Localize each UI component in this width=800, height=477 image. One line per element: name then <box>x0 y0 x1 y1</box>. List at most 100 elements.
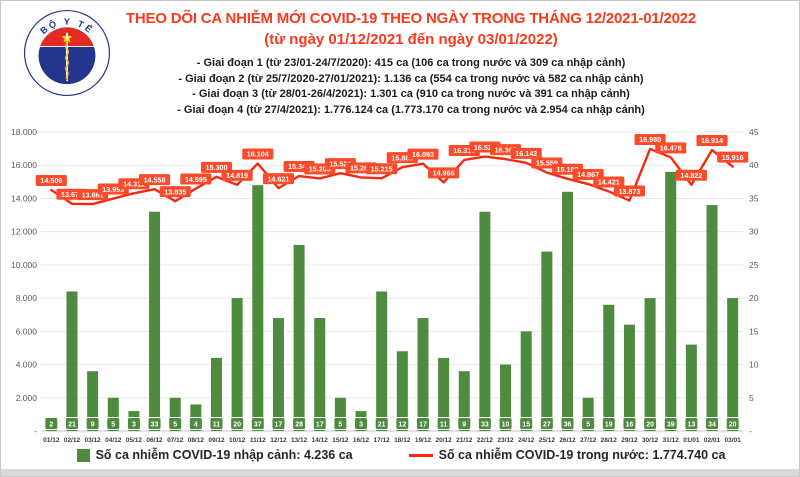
stage-3-summary: - Giai đoạn 3 (từ 28/01-26/4/2021): 1.30… <box>192 88 630 100</box>
y-axis-right-tick: 40 <box>749 160 759 170</box>
y-axis-left-tick: 6.000 <box>16 326 38 336</box>
x-axis-date-label: 18/12 <box>394 437 411 444</box>
ministry-of-health-logo: BỘ Y TẾ MINISTRY OF HEALTH <box>23 9 111 97</box>
bar-value-label: 28 <box>295 422 303 429</box>
bar-value-label-box <box>85 417 100 430</box>
x-axis-date-label: 03/01 <box>725 437 742 444</box>
imported-cases-bar <box>417 318 429 431</box>
footer-strip <box>1 469 799 476</box>
line-value-label: 14.506 <box>40 176 62 185</box>
bar-value-label-box <box>684 417 699 430</box>
line-value-label-box <box>221 169 253 181</box>
x-axis-date-label: 01/01 <box>683 437 700 444</box>
bar-value-label: 16 <box>626 422 634 429</box>
imported-cases-bar <box>623 324 635 431</box>
imported-cases-bar <box>149 211 161 431</box>
imported-cases-bar <box>231 298 243 431</box>
line-value-label: 14.595 <box>185 175 207 184</box>
stage-1-summary: - Giai đoạn 1 (từ 23/01-24/7/2020): 415 … <box>196 57 626 69</box>
stage-summary-list: - Giai đoạn 1 (từ 23/01-24/7/2020): 415 … <box>111 56 711 118</box>
line-value-label: 13.835 <box>164 187 186 196</box>
x-axis-date-label: 05/12 <box>126 437 143 444</box>
bar-value-label-box <box>643 417 658 430</box>
imported-cases-bar <box>107 397 119 431</box>
line-value-label: 16.142 <box>515 149 537 158</box>
line-value-label: 16.104 <box>247 150 269 159</box>
line-value-label-box <box>428 167 460 179</box>
bar-value-label: 10 <box>502 422 510 429</box>
x-axis-date-label: 11/12 <box>250 437 266 444</box>
bar-value-label-box <box>354 417 369 430</box>
line-value-label: 13.873 <box>618 187 640 196</box>
imported-cases-bar <box>169 397 181 431</box>
x-axis-date-label: 09/12 <box>208 437 225 444</box>
bar-value-label: 11 <box>213 422 221 429</box>
y-axis-right-tick: - <box>749 426 752 436</box>
line-value-label: 15.203 <box>309 165 331 174</box>
page-subtitle: (từ ngày 01/12/2021 đến ngày 03/01/2022) <box>264 31 558 48</box>
line-value-label-box <box>262 173 294 185</box>
bar-value-label: 2 <box>49 422 53 429</box>
imported-bar-swatch-icon <box>76 448 90 462</box>
y-axis-right-tick: 15 <box>749 326 759 336</box>
bar-value-label: 21 <box>68 422 76 429</box>
legend-imported-label: Số ca nhiễm COVID-19 nhập cảnh: 4.236 ca <box>95 448 353 462</box>
bar-value-label-box <box>705 417 720 430</box>
bar-value-label: 9 <box>91 422 95 429</box>
x-axis-date-label: 27/12 <box>580 437 597 444</box>
line-value-label: 15.300 <box>206 163 228 172</box>
header: THEO DÕI CA NHIỄM MỚI COVID-19 THEO NGÀY… <box>111 9 711 118</box>
bar-value-label-box <box>147 417 162 430</box>
bar-value-label-box <box>457 417 472 430</box>
bar-value-label-box <box>250 417 265 430</box>
line-value-label: 14.621 <box>267 174 289 183</box>
imported-cases-bar <box>272 318 284 431</box>
line-value-label: 14.558 <box>144 175 166 184</box>
line-value-label: 13.661 <box>82 190 104 199</box>
line-value-label-box <box>407 148 439 160</box>
imported-cases-bar <box>211 357 222 431</box>
imported-cases-bar <box>665 171 677 431</box>
bar-value-label-box <box>168 417 183 430</box>
bar-value-label: 3 <box>359 422 363 429</box>
bar-value-label-box <box>581 417 596 430</box>
y-axis-right-tick: 20 <box>749 293 759 303</box>
x-axis-date-label: 29/12 <box>621 437 638 444</box>
line-value-label-box <box>35 175 67 187</box>
imported-cases-bar <box>685 344 697 431</box>
bar-value-label: 5 <box>173 422 177 429</box>
line-value-label: 15.182 <box>557 165 579 174</box>
bar-value-label-box <box>498 417 513 430</box>
x-axis-date-label: 17/12 <box>374 437 391 444</box>
imported-cases-bar <box>87 371 99 431</box>
x-axis-date-label: 02/12 <box>64 437 81 444</box>
x-axis-date-label: 13/12 <box>291 437 308 444</box>
x-axis-date-label: 28/12 <box>601 437 618 444</box>
line-value-label: 15.215 <box>371 164 393 173</box>
legend-item-imported: Số ca nhiễm COVID-19 nhập cảnh: 4.236 ca <box>76 448 353 462</box>
imported-cases-bar <box>727 298 739 431</box>
imported-cases-bar <box>334 397 346 431</box>
y-axis-right-tick: 5 <box>749 393 754 403</box>
imported-cases-bar <box>644 298 656 431</box>
bar-value-label: 4 <box>194 422 198 429</box>
line-value-label: 15.349 <box>288 162 310 171</box>
bar-value-label: 37 <box>254 422 262 429</box>
x-axis-date-label: 15/12 <box>332 437 349 444</box>
imported-cases-bar <box>603 304 615 431</box>
bar-value-label-box <box>663 417 678 430</box>
imported-cases-bar <box>66 291 78 431</box>
imported-cases-bar <box>479 211 491 431</box>
bar-value-label: 20 <box>646 422 654 429</box>
line-value-label: 14.867 <box>577 170 599 179</box>
y-axis-left-tick: 4.000 <box>16 360 38 370</box>
imported-cases-bar <box>314 318 326 431</box>
bar-value-label: 13 <box>687 422 695 429</box>
line-value-label-box <box>510 147 542 159</box>
y-axis-left-tick: - <box>34 426 37 436</box>
x-axis-date-label: 04/12 <box>105 437 122 444</box>
x-axis-date-label: 10/12 <box>229 437 246 444</box>
bar-value-label-box <box>436 417 451 430</box>
bar-value-label-box <box>312 417 327 430</box>
bar-value-label-box <box>230 417 245 430</box>
